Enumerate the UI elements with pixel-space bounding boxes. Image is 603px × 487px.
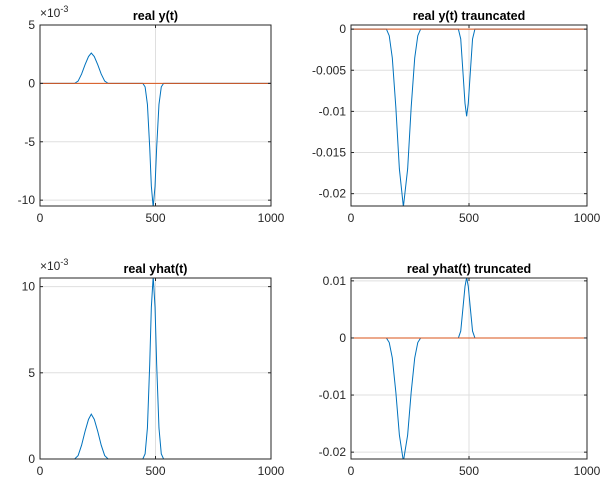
subplot-title: real y(t) xyxy=(133,9,178,23)
x-tick-label: 0 xyxy=(348,211,355,225)
subplot-1: 0 500 1000 -10 -5 0 5 ×10-3 real y(t) xyxy=(18,4,285,225)
subplot-title: real y(t) trauncated xyxy=(413,9,526,23)
series-line-1 xyxy=(351,278,587,459)
x-tick-label: 1000 xyxy=(258,464,285,478)
series-line-1 xyxy=(351,28,587,206)
y-tick-label: -0.005 xyxy=(312,63,346,77)
x-tick-label: 0 xyxy=(37,464,44,478)
x-tick-label: 1000 xyxy=(574,211,601,225)
series-line-1 xyxy=(40,278,271,459)
y-tick-label: -10 xyxy=(18,193,36,207)
x-tick-label: 500 xyxy=(145,464,165,478)
subplot-2: 0 500 1000 -0.02 -0.015 -0.01 -0.005 0 real y(t)… xyxy=(312,9,601,225)
y-tick-label: 0 xyxy=(339,331,346,345)
y-exponent-label: ×10-3 xyxy=(40,257,68,273)
subplot-title: real yhat(t) truncated xyxy=(407,262,531,276)
y-tick-label: -0.01 xyxy=(319,388,347,402)
x-tick-label: 1000 xyxy=(258,211,285,225)
x-tick-label: 500 xyxy=(459,211,479,225)
subplot-3: 0 500 1000 0 5 10 ×10-3 real yhat(t) xyxy=(22,257,285,478)
y-tick-label: 5 xyxy=(28,18,35,32)
y-tick-label: -0.02 xyxy=(319,445,347,459)
y-tick-label: 0 xyxy=(28,452,35,466)
x-tick-label: 1000 xyxy=(574,464,601,478)
y-tick-label: -0.01 xyxy=(319,104,347,118)
subplot-4: 0 500 1000 -0.02 -0.01 0 0.01 real yhat(t) trun… xyxy=(319,262,601,478)
y-tick-label: -0.015 xyxy=(312,146,346,160)
y-tick-label: 0.01 xyxy=(323,274,347,288)
x-tick-label: 0 xyxy=(348,464,355,478)
x-tick-label: 0 xyxy=(37,211,44,225)
y-exponent-power: -3 xyxy=(60,4,68,14)
y-tick-label: 0 xyxy=(339,22,346,36)
y-tick-label: 0 xyxy=(28,76,35,90)
y-tick-label: 5 xyxy=(28,366,35,380)
y-tick-label: -5 xyxy=(24,135,35,149)
y-tick-label: -0.02 xyxy=(319,187,347,201)
y-tick-label: 10 xyxy=(22,280,36,294)
x-tick-label: 500 xyxy=(145,211,165,225)
y-exponent-power: -3 xyxy=(60,257,68,267)
y-exponent-label: ×10-3 xyxy=(40,4,68,20)
subplot-title: real yhat(t) xyxy=(124,262,188,276)
x-tick-label: 500 xyxy=(459,464,479,478)
